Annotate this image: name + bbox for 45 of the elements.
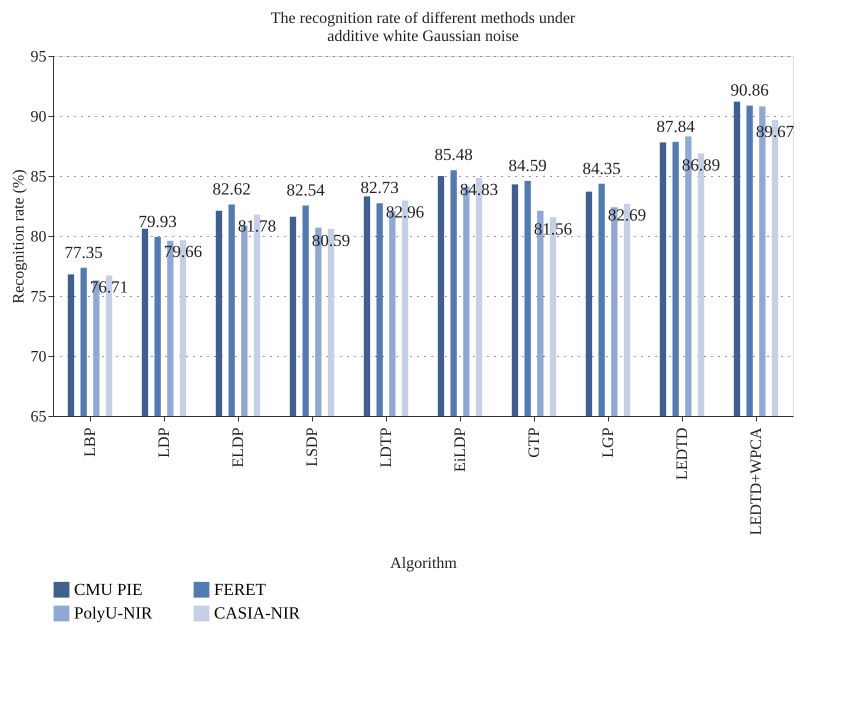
data-label: 81.78 [238, 216, 276, 236]
y-tick-label: 80 [30, 228, 46, 246]
data-label: 84.59 [508, 156, 547, 175]
data-label: 90.86 [730, 80, 769, 100]
y-tick-label: 75 [30, 288, 46, 306]
x-tick-label: LEDTD+WPCA [748, 427, 765, 536]
y-tick-label: 65 [30, 408, 46, 426]
data-label: 85.48 [434, 145, 473, 164]
data-label: 84.35 [582, 158, 621, 178]
x-tick-label: LGP [600, 427, 617, 458]
data-label: 89.67 [756, 122, 795, 141]
data-label: 80.59 [312, 230, 350, 250]
text: The recognition rate of different methods under [270, 10, 576, 27]
data-label: 82.73 [360, 178, 399, 198]
data-label: 82.54 [286, 180, 326, 200]
y-tick-label: 70 [30, 348, 46, 366]
data-label: 84.83 [460, 180, 498, 200]
x-tick-label: EiLDP [452, 427, 469, 472]
x-axis-title: Algorithm [390, 555, 458, 572]
x-tick-label: LBP [82, 427, 99, 457]
data-label: 79.66 [164, 242, 202, 262]
x-tick-label: LEDTD [674, 428, 691, 480]
data-label: 82.62 [212, 180, 251, 199]
data-label: 81.56 [534, 219, 572, 238]
x-tick-label: ELDP [230, 427, 247, 468]
data-label: 82.69 [608, 206, 646, 225]
y-tick-label: 90 [30, 108, 46, 126]
x-tick-label: LDP [156, 427, 173, 458]
text: additive white Gaussian noise [327, 28, 519, 45]
legend-label: PolyU-NIR [74, 604, 154, 622]
data-label: 79.93 [138, 212, 177, 231]
legend-label: CASIA-NIR [214, 604, 301, 622]
data-label: 86.89 [682, 155, 720, 174]
x-tick-label: LSDP [304, 427, 321, 467]
legend-label: CMU PIE [74, 580, 142, 599]
y-axis-title: Recognition rate (%) [10, 169, 28, 304]
x-tick-label: LDTP [378, 427, 395, 468]
data-label: 77.35 [64, 242, 103, 262]
x-tick-label: GTP [526, 427, 543, 458]
legend-label: FERET [214, 580, 267, 599]
data-label: 82.96 [386, 202, 424, 222]
data-label: 87.84 [656, 116, 696, 136]
data-label: 76.71 [90, 277, 128, 296]
y-tick-label: 85 [30, 168, 46, 186]
y-tick-label: 95 [30, 48, 46, 66]
